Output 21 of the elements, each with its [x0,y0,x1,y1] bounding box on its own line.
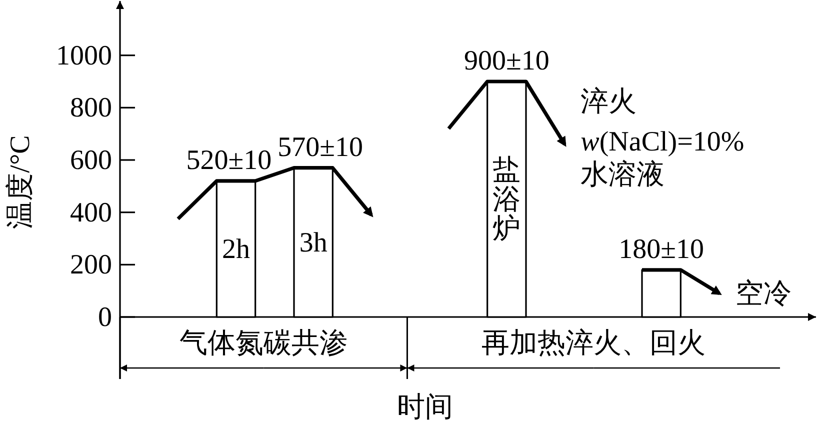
annotation: w(NaCl)=10% [580,126,744,157]
y-tick-label: 200 [70,249,112,280]
annotation: 水溶液 [580,158,665,190]
data-label: 180±10 [618,233,704,264]
series-label: 盐浴炉 [492,154,521,244]
y-axis-title: 温度/°C [4,135,36,229]
annotation: 淬火 [580,86,637,117]
data-label: 900±10 [464,45,550,76]
text: 再加热淬火、回火 [482,328,706,358]
y-tick-label: 400 [70,196,112,228]
y-tick-label: 600 [70,144,112,176]
series-label: 3h [299,226,328,258]
data-label: 570±10 [278,131,364,162]
x-axis-title: 时间 [397,392,453,422]
annotation: 空冷 [735,278,792,309]
y-tick-label: 800 [70,92,112,124]
data-label: 520±10 [186,144,272,176]
text: 气体氮碳共渗 [180,328,348,358]
series-label: 2h [222,233,250,264]
y-tick-label: 0 [98,302,112,332]
y-tick-label: 1000 [56,40,112,71]
